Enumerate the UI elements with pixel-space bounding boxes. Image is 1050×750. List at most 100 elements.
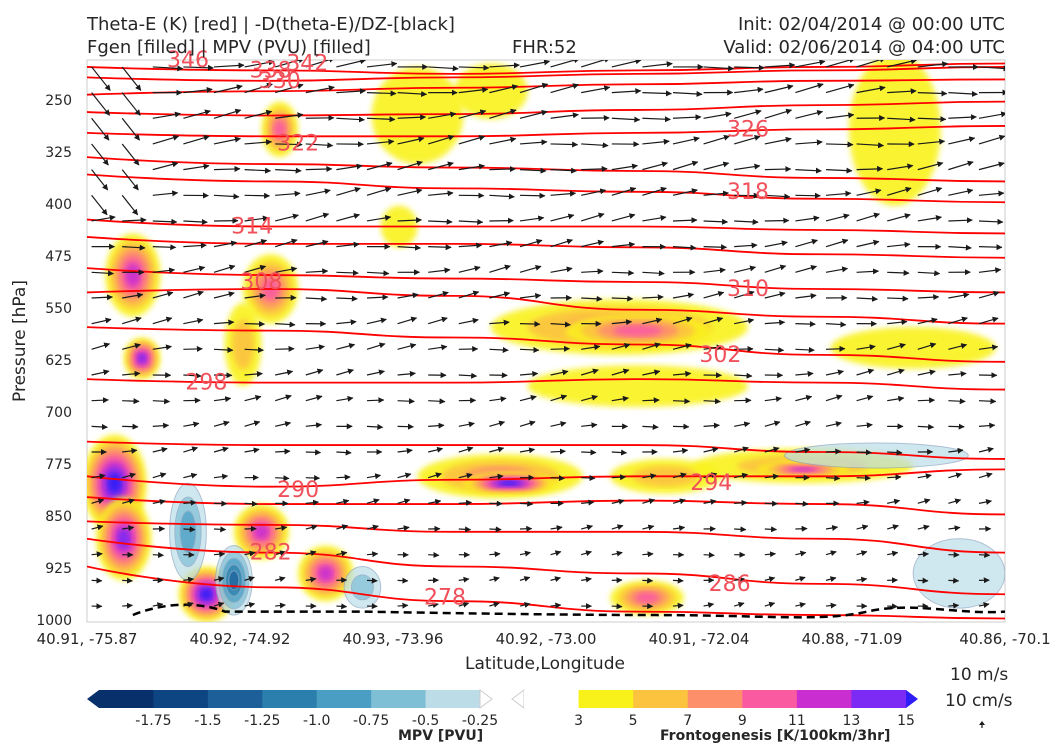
wind-vector [917,116,947,123]
init-time: Init: 02/04/2014 @ 00:00 UTC [737,14,1005,35]
wind-vector [611,550,623,557]
wind-vector [948,160,974,171]
wind-vector [795,550,807,557]
wind-vector [428,472,442,479]
wind-vector [366,397,385,404]
wind-vector [336,186,361,196]
wind-vector [611,603,623,610]
wind-vector [978,267,1002,274]
valid-time: Valid: 02/06/2014 @ 04:00 UTC [723,37,1005,58]
wind-vector [91,524,104,531]
wind-vector [581,212,605,222]
wind-vector [672,217,698,224]
wind-vector [703,161,730,171]
theta-e-label: 342 [286,51,328,76]
wind-vector [734,472,749,479]
wind-vector [213,136,241,145]
wind-vector [489,240,513,248]
wind-vector [887,269,910,276]
wind-vector [305,394,323,402]
wind-vector [122,316,142,325]
wind-vector [183,218,208,225]
wind-vector [611,241,636,248]
wind-vector [795,602,806,608]
wind-vector [275,475,290,482]
wind-vector [397,447,413,454]
y-tick-label: 850 [45,508,72,525]
wind-vector [519,167,547,174]
wind-vector [948,114,977,121]
wind-vector [734,290,755,299]
wind-vector [428,552,440,559]
wind-vector [948,472,963,479]
wind-vector [642,90,672,97]
wind-vector [948,525,961,532]
wind-vector [213,108,242,119]
wind-vector [489,576,500,583]
wind-vector [856,85,886,94]
wind-vector [795,215,820,222]
wind-vector [366,551,379,558]
wind-vector [917,317,938,325]
wind-vector [91,342,111,350]
x-tick-label: 40.88, -71.09 [801,630,903,648]
wind-vector [366,138,395,145]
wind-vector [550,448,566,455]
wind-vector [734,601,745,608]
fgen-colorbar-tick: 9 [738,713,747,729]
y-tick-label: 925 [45,560,72,577]
wind-vector [275,60,305,68]
wind-vector [734,109,762,119]
wind-vector [213,420,230,427]
wind-vector [978,218,1004,225]
wind-vector [519,447,536,454]
wind-vector [244,602,256,608]
wind-vector [275,213,299,222]
wind-vector [550,167,578,174]
wind-vector [305,166,333,173]
x-tick-label: 40.92, -74.92 [189,630,291,648]
wind-vector [856,524,869,531]
wind-vector [336,498,350,505]
wind-vector [336,295,358,302]
wind-vector [458,218,484,225]
wind-vector [672,525,686,532]
wind-vector [397,525,410,532]
wind-vector [275,112,304,119]
mpv-colorbar-extend-max [479,689,493,709]
wind-vector [152,190,179,197]
wind-vector [764,319,786,326]
wind-vector [152,472,167,479]
wind-vector [519,82,549,94]
wind-vector [611,116,641,123]
wind-vector [183,421,200,428]
wind-vector [458,576,470,583]
wind-vector [856,142,885,149]
wind-vector [764,136,792,145]
wind-vector [428,316,448,325]
title-line-2: Fgen [filled] | MPV (PVU) [filled] [87,37,371,58]
fgen-contour-fill [500,481,519,486]
wind-vector [183,242,207,249]
wind-vector [183,446,199,453]
wind-vector [581,344,601,351]
wind-vector [183,345,203,352]
wind-vector [336,395,354,402]
wind-vector [978,344,999,351]
wind-vector [764,420,781,427]
wind-vector [825,266,849,273]
wind-vector [856,550,868,557]
theta-e-label: 290 [277,478,319,503]
wind-vector [121,169,139,191]
wind-vector [550,141,579,148]
mpv-contour-fill [179,510,197,554]
wind-vector [611,319,633,326]
wind-vector [305,268,329,275]
theta-e-contour [87,537,1005,596]
wind-vector [305,239,329,248]
wind-vector [183,265,206,273]
wind-vector [795,500,809,507]
wind-vector [917,473,932,480]
wind-vector [91,423,108,430]
wind-vector [122,498,135,505]
